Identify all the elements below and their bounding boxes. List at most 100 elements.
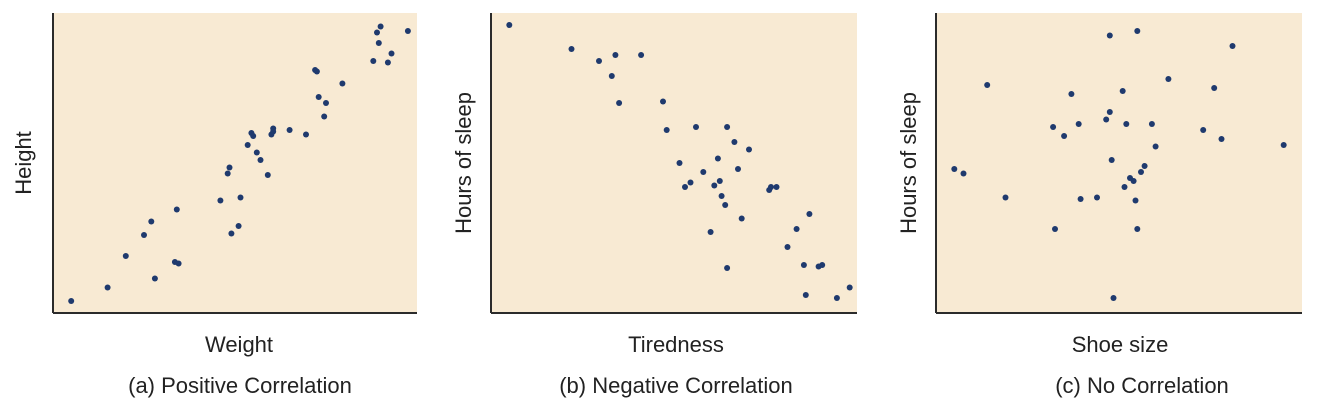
- y-axis-title-none: Hours of sleep: [896, 92, 921, 234]
- data-point: [616, 100, 623, 106]
- data-point: [68, 298, 75, 304]
- caption-none: (c) No Correlation: [1055, 373, 1229, 398]
- data-point: [612, 52, 619, 58]
- data-point: [321, 113, 328, 120]
- data-point: [370, 58, 377, 64]
- data-point: [806, 211, 813, 217]
- data-point: [339, 80, 346, 87]
- data-point: [1165, 76, 1172, 82]
- data-point: [738, 215, 745, 222]
- data-point: [1211, 85, 1218, 91]
- data-point: [663, 127, 670, 133]
- data-point: [173, 206, 180, 213]
- data-point: [724, 265, 731, 271]
- data-point: [596, 58, 602, 64]
- data-point: [374, 29, 380, 36]
- data-point: [217, 197, 224, 204]
- data-point: [1200, 127, 1207, 133]
- caption-positive: (a) Positive Correlation: [128, 373, 352, 398]
- data-point: [1110, 295, 1117, 301]
- data-point: [819, 262, 826, 268]
- data-point: [1075, 121, 1082, 127]
- data-point: [384, 59, 391, 66]
- data-point: [375, 40, 382, 46]
- data-point: [1052, 226, 1058, 232]
- data-point: [244, 142, 251, 148]
- caption-negative: (b) Negative Correlation: [559, 373, 793, 398]
- data-point: [802, 292, 809, 298]
- data-point: [237, 194, 244, 201]
- data-point: [388, 50, 395, 57]
- data-point: [984, 82, 991, 88]
- data-point: [793, 226, 800, 232]
- panel-negative-correlation: Tiredness Hours of sleep (b) Negative Co…: [451, 13, 857, 398]
- data-point: [228, 230, 235, 237]
- data-point: [768, 184, 774, 190]
- data-point: [1141, 163, 1148, 169]
- data-point: [960, 170, 967, 177]
- x-axis-title-negative: Tiredness: [628, 332, 724, 357]
- data-point: [1068, 91, 1075, 97]
- data-point: [1148, 121, 1155, 127]
- data-point: [264, 172, 271, 178]
- data-point: [773, 184, 780, 190]
- data-point: [1138, 169, 1144, 175]
- data-point: [714, 155, 721, 162]
- data-point: [303, 131, 309, 138]
- data-point: [846, 284, 853, 291]
- data-point: [638, 52, 645, 58]
- data-point: [1134, 28, 1141, 34]
- data-point: [724, 124, 731, 130]
- data-point: [687, 179, 694, 186]
- data-point: [707, 229, 714, 235]
- data-point: [235, 223, 242, 229]
- points-none: [951, 28, 1287, 301]
- data-point: [323, 100, 329, 106]
- panel-no-correlation: Shoe size Hours of sleep (c) No Correlat…: [896, 13, 1302, 398]
- data-point: [800, 262, 807, 268]
- data-point: [141, 232, 147, 238]
- data-point: [250, 133, 257, 139]
- y-axis-title-negative: Hours of sleep: [451, 92, 476, 234]
- data-point: [1130, 178, 1137, 184]
- data-point: [404, 28, 411, 34]
- data-point: [226, 164, 233, 171]
- data-point: [1121, 184, 1128, 190]
- data-point: [700, 169, 707, 175]
- data-point: [1002, 194, 1009, 201]
- plot-area-negative: [491, 13, 857, 313]
- data-point: [784, 244, 791, 250]
- data-point: [1106, 32, 1113, 39]
- data-point: [608, 73, 615, 79]
- data-point: [286, 127, 293, 133]
- x-axis-title-positive: Weight: [205, 332, 273, 357]
- data-point: [122, 253, 129, 259]
- data-point: [148, 218, 155, 225]
- data-point: [224, 170, 231, 177]
- data-point: [1108, 157, 1115, 163]
- data-point: [1094, 194, 1100, 201]
- data-point: [1050, 124, 1057, 130]
- data-point: [1077, 196, 1084, 202]
- data-point: [1229, 43, 1236, 49]
- data-point: [676, 160, 683, 166]
- data-point: [682, 184, 688, 190]
- data-point: [253, 149, 260, 156]
- data-point: [1103, 116, 1110, 123]
- data-point: [660, 98, 666, 105]
- data-point: [735, 166, 741, 172]
- data-point: [1152, 143, 1159, 150]
- data-point: [711, 182, 718, 189]
- x-axis-title-none: Shoe size: [1072, 332, 1169, 357]
- data-point: [270, 125, 277, 132]
- plot-area-none: [936, 13, 1302, 313]
- data-point: [718, 193, 725, 199]
- data-point: [1123, 121, 1130, 127]
- data-point: [1218, 136, 1225, 142]
- plot-area-positive: [53, 13, 417, 313]
- data-point: [1132, 197, 1139, 204]
- data-point: [315, 94, 322, 100]
- data-point: [104, 284, 111, 291]
- data-point: [568, 46, 575, 52]
